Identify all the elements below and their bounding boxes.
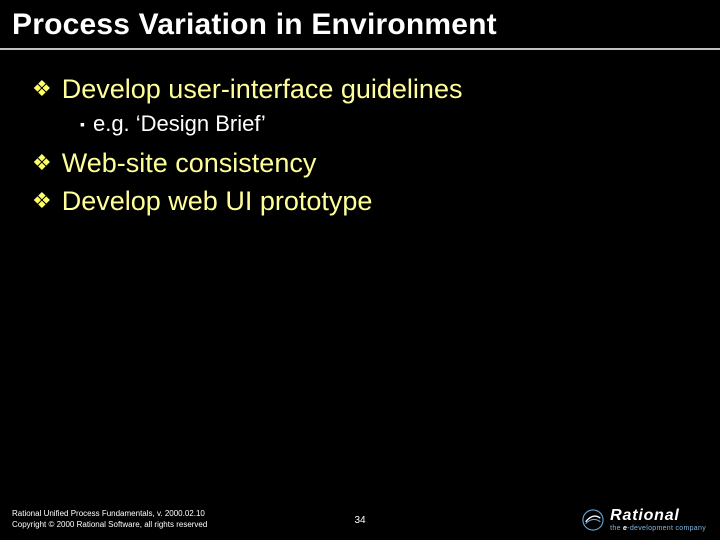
bullet-item: ❖ Web-site consistency — [32, 146, 692, 180]
slide-title: Process Variation in Environment — [12, 8, 708, 42]
bullet-text: Web-site consistency — [62, 146, 317, 180]
page-number: 34 — [354, 515, 365, 526]
bullet-text: Develop web UI prototype — [62, 184, 373, 218]
rational-logo: Rational the e-development company — [582, 508, 706, 532]
diamond-bullet-icon: ❖ — [32, 146, 52, 180]
diamond-bullet-icon: ❖ — [32, 72, 52, 106]
footer-credits: Rational Unified Process Fundamentals, v… — [12, 508, 207, 530]
rational-logo-icon — [582, 509, 604, 531]
square-bullet-icon: ▪ — [80, 110, 85, 138]
footer-line-1: Rational Unified Process Fundamentals, v… — [12, 508, 207, 519]
slide-content: ❖ Develop user-interface guidelines ▪ e.… — [0, 50, 720, 218]
bullet-item: ❖ Develop user-interface guidelines — [32, 72, 692, 106]
logo-tagline: the e-development company — [610, 525, 706, 532]
logo-text-block: Rational the e-development company — [610, 508, 706, 532]
logo-tag-suffix: -development company — [627, 525, 706, 532]
footer-line-2: Copyright © 2000 Rational Software, all … — [12, 519, 207, 530]
bullet-item: ❖ Develop web UI prototype — [32, 184, 692, 218]
title-bar: Process Variation in Environment — [0, 0, 720, 50]
slide-footer: Rational Unified Process Fundamentals, v… — [0, 492, 720, 540]
sub-bullet-text: e.g. ‘Design Brief’ — [93, 110, 266, 138]
sub-bullet-item: ▪ e.g. ‘Design Brief’ — [80, 110, 692, 138]
logo-wordmark: Rational — [610, 508, 680, 524]
bullet-text: Develop user-interface guidelines — [62, 72, 463, 106]
diamond-bullet-icon: ❖ — [32, 184, 52, 218]
slide: Process Variation in Environment ❖ Devel… — [0, 0, 720, 540]
logo-tag-prefix: the — [610, 525, 623, 532]
